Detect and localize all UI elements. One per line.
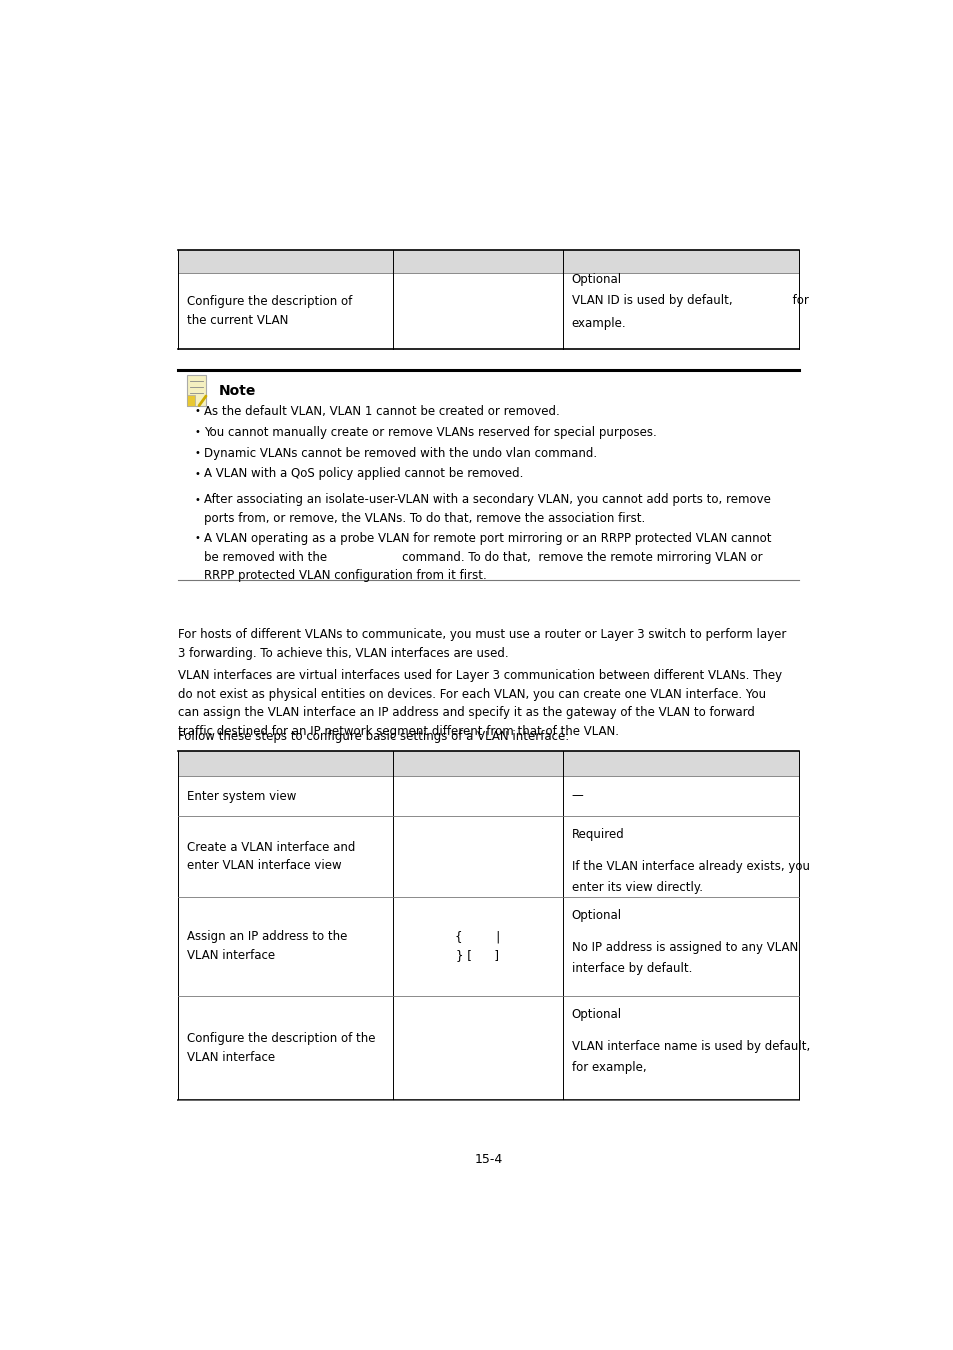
Text: Enter system view: Enter system view (187, 790, 296, 803)
Text: do not exist as physical entities on devices. For each VLAN, you can create one : do not exist as physical entities on dev… (178, 687, 765, 701)
Text: No IP address is assigned to any VLAN: No IP address is assigned to any VLAN (571, 941, 797, 954)
Text: Dynamic VLANs cannot be removed with the undo vlan command.: Dynamic VLANs cannot be removed with the… (204, 447, 597, 459)
Text: VLAN interface: VLAN interface (187, 1050, 275, 1064)
Text: for example,: for example, (571, 1061, 646, 1073)
Text: VLAN interface name is used by default,: VLAN interface name is used by default, (571, 1040, 809, 1053)
Text: •: • (194, 448, 200, 458)
Text: Configure the description of: Configure the description of (187, 296, 353, 308)
Text: {         |: { | (455, 930, 500, 944)
Text: ports from, or remove, the VLANs. To do that, remove the association first.: ports from, or remove, the VLANs. To do … (204, 512, 645, 525)
Text: Optional: Optional (571, 274, 621, 286)
Text: Optional: Optional (571, 1008, 621, 1021)
Text: A VLAN with a QoS policy applied cannot be removed.: A VLAN with a QoS policy applied cannot … (204, 467, 523, 481)
Text: As the default VLAN, VLAN 1 cannot be created or removed.: As the default VLAN, VLAN 1 cannot be cr… (204, 405, 559, 418)
Text: —: — (571, 788, 583, 802)
Bar (187, 396, 194, 406)
Text: the current VLAN: the current VLAN (187, 315, 289, 327)
Text: Follow these steps to configure basic settings of a VLAN interface:: Follow these steps to configure basic se… (178, 730, 569, 744)
Text: For hosts of different VLANs to communicate, you must use a router or Layer 3 sw: For hosts of different VLANs to communic… (178, 629, 786, 641)
Text: •: • (194, 427, 200, 437)
Text: interface by default.: interface by default. (571, 961, 691, 975)
Text: Assign an IP address to the: Assign an IP address to the (187, 930, 347, 944)
Text: 3 forwarding. To achieve this, VLAN interfaces are used.: 3 forwarding. To achieve this, VLAN inte… (178, 647, 509, 660)
Text: traffic destined for an IP network segment different from that of the VLAN.: traffic destined for an IP network segme… (178, 725, 618, 738)
Text: 15-4: 15-4 (475, 1153, 502, 1166)
Text: enter its view directly.: enter its view directly. (571, 880, 702, 894)
Text: Optional: Optional (571, 910, 621, 922)
Text: VLAN ID is used by default,                for: VLAN ID is used by default, for (571, 294, 808, 308)
Text: •: • (194, 533, 200, 543)
Text: You cannot manually create or remove VLANs reserved for special purposes.: You cannot manually create or remove VLA… (204, 425, 657, 439)
Text: Configure the description of the: Configure the description of the (187, 1031, 375, 1045)
Text: VLAN interface: VLAN interface (187, 949, 275, 963)
Text: •: • (194, 406, 200, 417)
Bar (178, 250, 799, 273)
Text: enter VLAN interface view: enter VLAN interface view (187, 859, 341, 872)
Text: If the VLAN interface already exists, you: If the VLAN interface already exists, yo… (571, 860, 809, 873)
Text: VLAN interfaces are virtual interfaces used for Layer 3 communication between di: VLAN interfaces are virtual interfaces u… (178, 670, 781, 682)
Text: •: • (194, 468, 200, 479)
Text: Create a VLAN interface and: Create a VLAN interface and (187, 841, 355, 853)
Bar (178, 752, 799, 776)
Text: } [      ]: } [ ] (456, 949, 498, 963)
Bar (187, 375, 206, 406)
Text: Required: Required (571, 829, 624, 841)
Text: be removed with the                    command. To do that,  remove the remote m: be removed with the command. To do that,… (204, 551, 762, 563)
Text: After associating an isolate-user-VLAN with a secondary VLAN, you cannot add por: After associating an isolate-user-VLAN w… (204, 493, 770, 506)
Text: •: • (194, 495, 200, 505)
Text: A VLAN operating as a probe VLAN for remote port mirroring or an RRPP protected : A VLAN operating as a probe VLAN for rem… (204, 532, 771, 545)
Text: example.: example. (571, 317, 626, 331)
Text: RRPP protected VLAN configuration from it first.: RRPP protected VLAN configuration from i… (204, 570, 487, 582)
Text: Note: Note (219, 383, 256, 398)
Text: can assign the VLAN interface an IP address and specify it as the gateway of the: can assign the VLAN interface an IP addr… (178, 706, 755, 720)
